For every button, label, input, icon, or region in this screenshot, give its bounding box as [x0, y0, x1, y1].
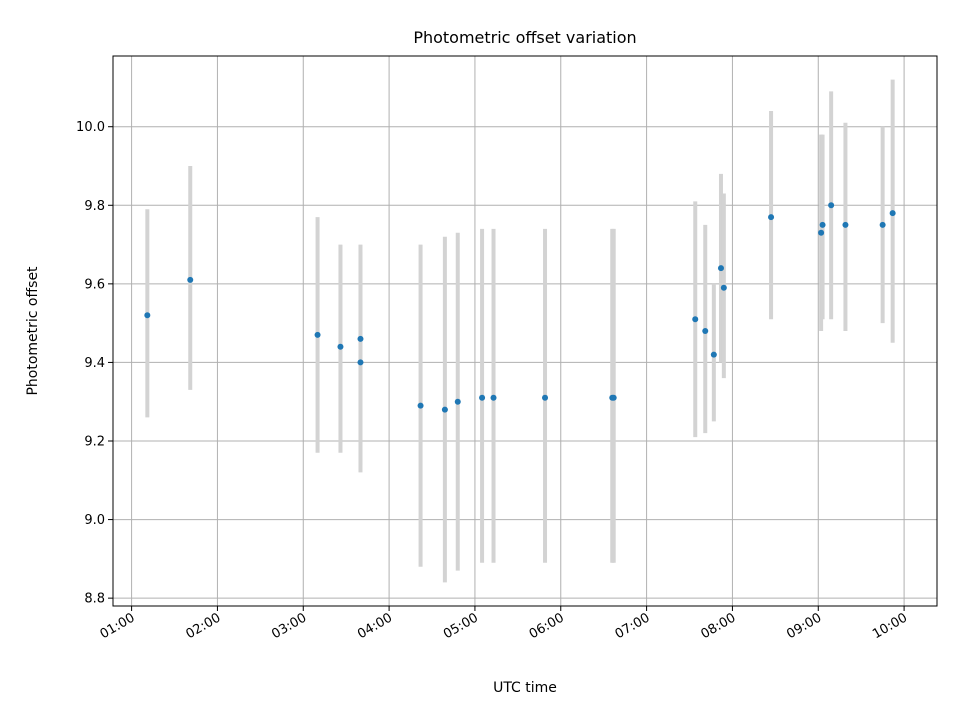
- data-point: [490, 394, 497, 401]
- data-point: [187, 276, 194, 283]
- chart-title: Photometric offset variation: [413, 28, 636, 47]
- y-tick-label: 9.4: [84, 356, 105, 371]
- x-axis-label: UTC time: [493, 680, 557, 696]
- data-point: [819, 221, 826, 228]
- data-point: [889, 210, 896, 217]
- point-layer: [144, 202, 896, 413]
- data-point: [441, 406, 448, 413]
- data-point: [710, 351, 717, 358]
- data-point: [828, 202, 835, 209]
- data-point: [542, 394, 549, 401]
- data-point: [357, 359, 364, 366]
- y-tick-label: 9.8: [84, 199, 105, 214]
- data-point: [610, 394, 617, 401]
- grid-layer: [113, 56, 937, 606]
- plot-frame: [112, 55, 938, 607]
- y-tick-label: 8.8: [84, 592, 105, 607]
- data-point: [314, 331, 321, 338]
- data-point: [337, 343, 344, 350]
- data-point: [702, 328, 709, 334]
- y-tick-label: 9.2: [84, 435, 105, 450]
- y-tick-label: 10.0: [76, 120, 105, 135]
- y-axis-ticks: 8.8 9.0 9.2 9.4 9.6 9.8 10.0: [76, 120, 113, 607]
- data-point: [720, 284, 727, 291]
- data-point: [879, 221, 886, 228]
- data-point: [454, 398, 461, 405]
- data-point: [818, 229, 825, 236]
- data-point: [417, 402, 424, 409]
- data-point: [692, 316, 699, 323]
- y-tick-label: 9.6: [84, 277, 105, 292]
- data-point: [357, 335, 364, 342]
- data-point: [717, 265, 724, 272]
- data-point: [842, 221, 849, 228]
- data-point: [479, 394, 486, 401]
- data-point: [768, 214, 775, 221]
- y-axis-label: Photometric offset: [25, 266, 41, 396]
- data-point: [144, 312, 151, 319]
- y-tick-label: 9.0: [84, 513, 105, 528]
